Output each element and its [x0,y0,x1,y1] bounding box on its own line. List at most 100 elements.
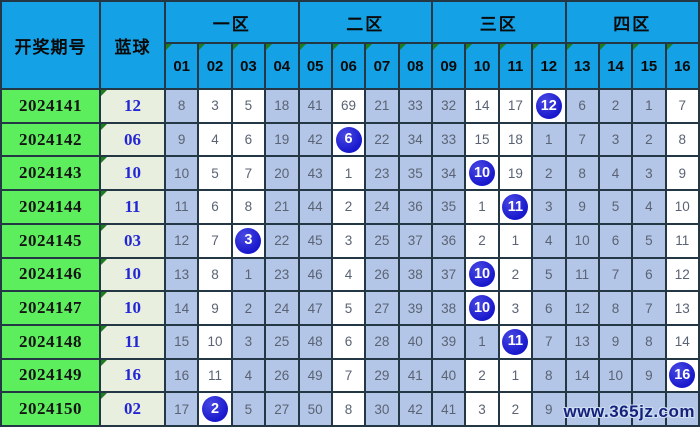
column-header: 08 [398,43,432,89]
data-cell: 12 [532,89,566,123]
cell-value: 20 [274,165,290,181]
data-cell: 9 [198,291,232,325]
data-cell: 19 [498,156,533,191]
cell-value: 3 [344,233,353,249]
cell-value: 7 [344,367,353,383]
cell-value: 7 [244,165,253,181]
data-cell: 9 [165,122,199,157]
hit-circle: 11 [502,193,529,220]
data-cell: 7 [598,257,633,292]
data-cell: 13 [565,324,599,359]
data-cell: 39 [398,291,432,325]
data-cell: 42 [298,122,332,157]
cell-value: 8 [678,132,687,148]
cell-value: 1 [511,233,520,249]
cell-value: 3 [244,334,253,350]
cell-value: 7 [678,98,687,114]
column-header: 01 [165,43,199,89]
cell-value: 8 [344,401,353,417]
column-header: 03 [231,43,266,89]
column-header: 05 [298,43,332,89]
cell-value: 3 [611,132,620,148]
data-cell: 13 [165,257,199,292]
cell-value: 5 [244,401,253,417]
column-header: 04 [265,43,299,89]
data-cell: 14 [665,324,699,359]
cell-value: 15 [474,132,490,148]
cell-value: 13 [174,266,190,282]
data-cell: 36 [398,190,432,224]
cell-value: 1 [478,199,486,215]
cell-value: 29 [374,367,390,383]
watermark-link[interactable]: www.365jz.com [563,402,695,421]
hit-circle: 11 [502,328,529,355]
cell-value: 40 [407,334,423,350]
cell-value: 45 [307,233,323,249]
data-cell: 35 [398,156,432,191]
data-cell: 6 [632,257,666,292]
data-cell: 15 [165,324,199,359]
cell-value: 7 [545,334,553,350]
data-cell [632,392,666,426]
cell-value: 13 [574,334,590,350]
data-cell: 5 [231,392,266,426]
data-cell: 14 [465,89,499,123]
column-header: 15 [632,43,666,89]
cell-value: 4 [244,367,253,383]
data-cell: 1 [231,257,266,292]
cell-value: 8 [177,98,186,114]
cell-value: 6 [244,132,253,148]
data-cell: 6 [331,122,366,157]
cell-value: 1 [645,98,653,114]
column-header: 14 [598,43,633,89]
cell-value: 7 [211,233,219,249]
hit-circle: 12 [535,92,562,119]
data-cell: 12 [565,291,599,325]
cell-value: 5 [211,165,219,181]
data-cell: 11 [665,223,699,258]
data-cell: 9 [632,358,666,393]
cell-value: 9 [177,132,186,148]
cell-value: 19 [507,165,523,181]
blue-ball-cell: 12 [100,89,165,123]
cell-value: 37 [407,233,423,249]
cell-value: 42 [407,401,423,417]
data-cell: 6 [565,89,599,123]
data-cell: 9 [532,392,566,426]
data-cell: 20 [265,156,299,191]
cell-value: 7 [645,300,653,316]
cell-value: 38 [407,266,423,282]
data-cell: 5 [598,190,633,224]
cell-value: 6 [645,266,653,282]
data-cell: 48 [298,324,332,359]
cell-value: 3 [511,300,520,316]
cell-value: 22 [274,233,290,249]
cell-value: 39 [407,300,423,316]
cell-value: 7 [611,266,620,282]
data-cell: 4 [632,190,666,224]
cell-value: 10 [574,233,590,249]
cell-value: 10 [674,199,690,215]
data-cell: 1 [498,223,533,258]
blue-ball-cell: 11 [100,190,165,224]
data-cell: 42 [398,392,432,426]
hit-circle: 3 [235,227,262,254]
data-cell: 2 [231,291,266,325]
hit-circle: 10 [469,160,496,187]
data-cell: 6 [532,291,566,325]
data-cell: 1 [331,156,366,191]
cell-value: 27 [274,401,290,417]
data-cell: 41 [398,358,432,393]
data-cell: 40 [398,324,432,359]
data-cell: 22 [265,223,299,258]
cell-value: 17 [174,401,190,417]
data-cell [565,392,599,426]
data-cell: 2 [198,392,232,426]
cell-value: 19 [274,132,290,148]
data-cell: 6 [598,223,633,258]
cell-value: 8 [611,300,620,316]
data-cell: 2 [598,89,633,123]
blue-ball-cell: 16 [100,358,165,393]
cell-value: 22 [374,132,390,148]
